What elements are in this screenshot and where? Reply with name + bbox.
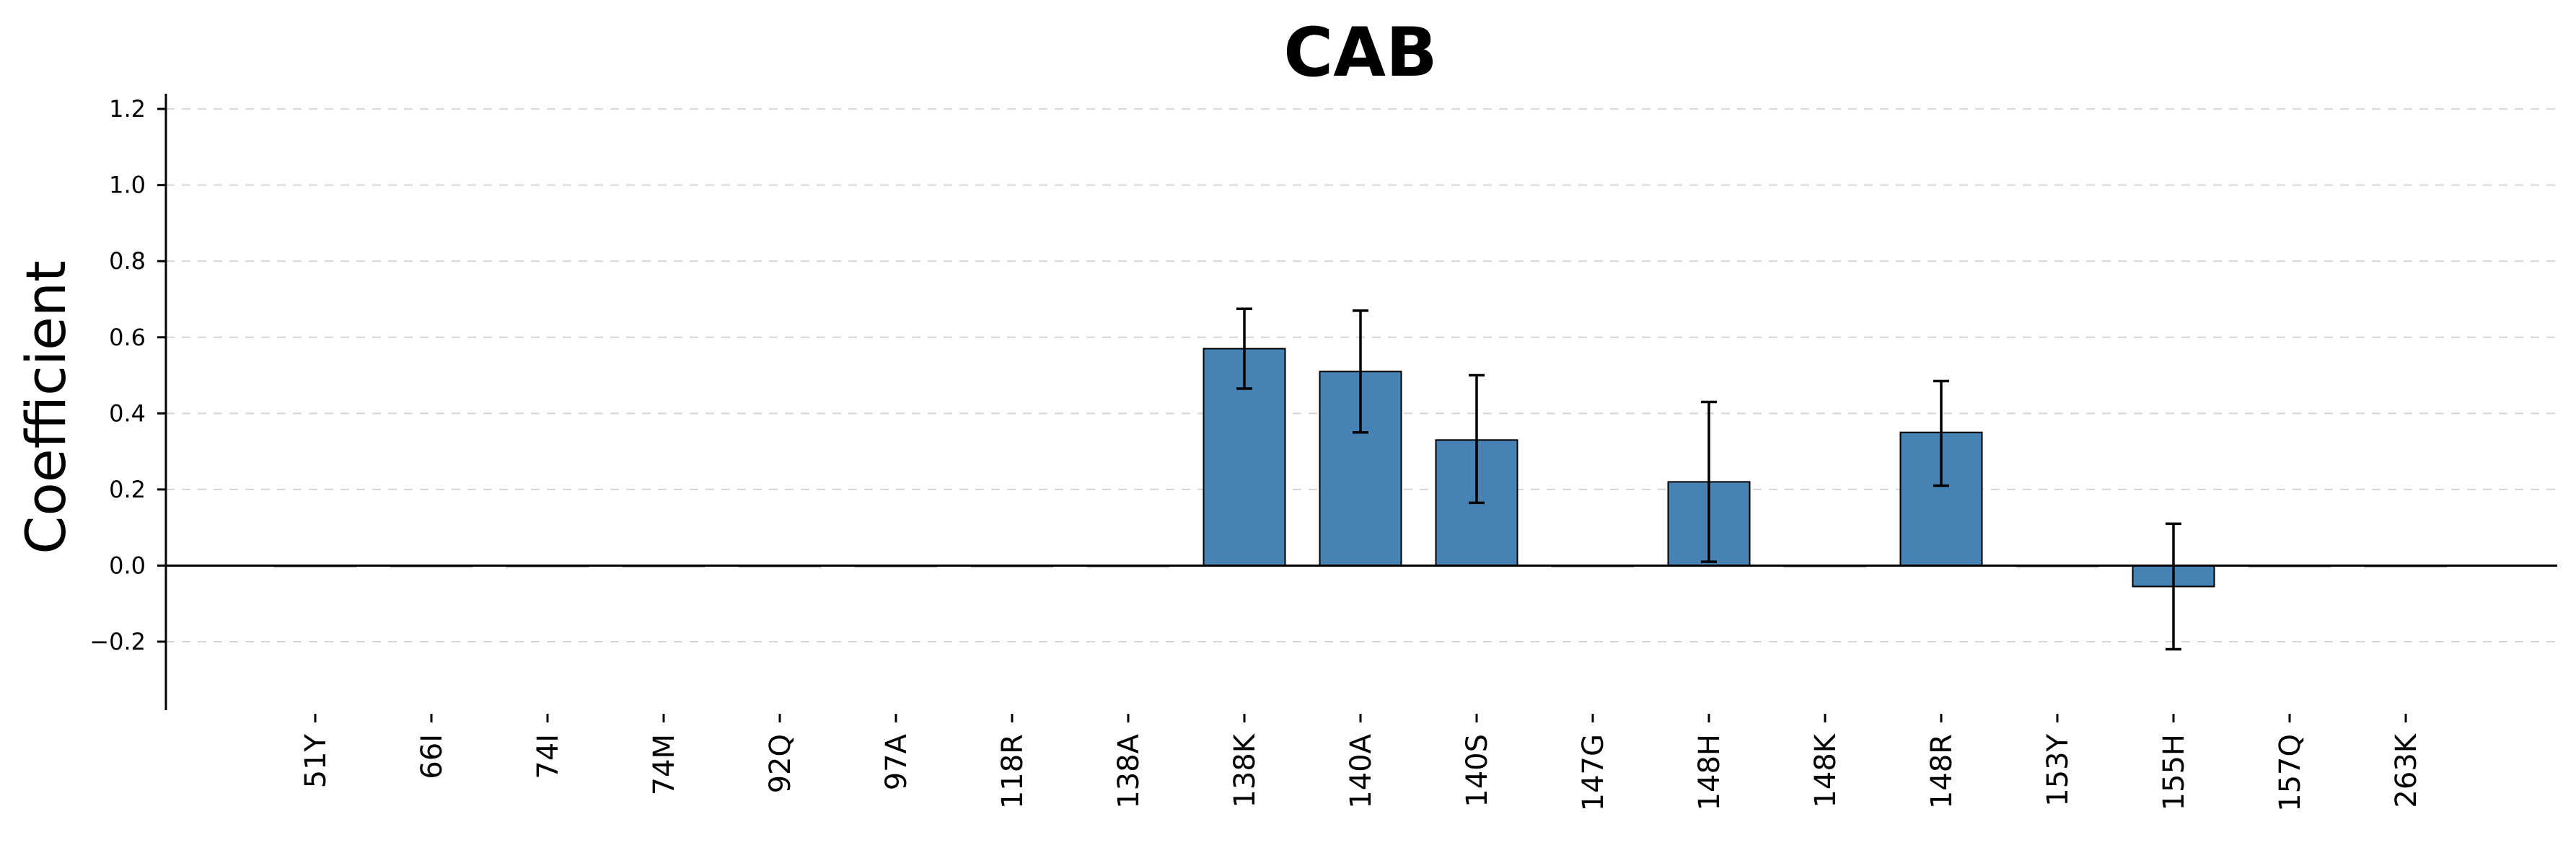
error-bar	[1701, 400, 1717, 563]
x-tick-label: 138K	[1228, 733, 1262, 808]
error-bar	[1353, 309, 1368, 434]
y-tick-label: 1.0	[109, 172, 146, 199]
y-tick-label: 0.4	[109, 399, 146, 427]
error-bars	[1236, 307, 2181, 651]
x-tick-label: 140A	[1345, 733, 1378, 808]
y-tick-label: 1.2	[109, 95, 146, 123]
y-tick-label: −0.2	[89, 628, 146, 655]
x-tick-label: 140S	[1461, 734, 1494, 808]
x-tick-label: 92Q	[764, 734, 797, 793]
x-tick-label: 51Y	[299, 733, 333, 788]
axis-layer	[164, 94, 2557, 710]
x-tick-label: 148H	[1693, 734, 1726, 810]
x-tick-label: 148K	[1809, 733, 1842, 808]
y-tick-label: 0.6	[109, 324, 146, 351]
x-tick-label: 66I	[416, 734, 449, 779]
y-tick-label: 0.2	[109, 476, 146, 503]
x-ticks: 51Y 66I 74I 74M 92Q 97A 118R 138A 138K 140A 140S 14…	[299, 714, 2423, 812]
x-tick-label: 153Y	[2041, 733, 2075, 806]
x-tick-label: 118R	[996, 734, 1029, 809]
x-tick-label: 148R	[1925, 734, 1959, 809]
x-tick-label: 74I	[532, 734, 565, 779]
y-ticks: −0.2 0.0 0.2 0.4 0.6 0.8 1.0 1.2	[89, 95, 166, 655]
x-tick-label: 97A	[880, 733, 913, 790]
x-tick-label: 147G	[1577, 734, 1610, 811]
error-bar	[2166, 522, 2181, 651]
error-bar	[1469, 373, 1485, 505]
y-axis-label: Coefficient	[14, 260, 78, 554]
bar-layer	[273, 348, 2448, 588]
error-bar	[1236, 307, 1252, 390]
y-tick-label: 0.8	[109, 247, 146, 275]
x-tick-label: 263K	[2390, 733, 2423, 808]
error-bar	[1933, 379, 1949, 487]
x-tick-label: 138A	[1112, 733, 1146, 808]
chart-title: CAB	[1283, 14, 1437, 92]
x-tick-label: 157Q	[2274, 734, 2307, 812]
x-tick-label: 155H	[2158, 734, 2191, 810]
y-tick-label: 0.0	[109, 552, 146, 579]
x-tick-label: 74M	[648, 734, 681, 795]
